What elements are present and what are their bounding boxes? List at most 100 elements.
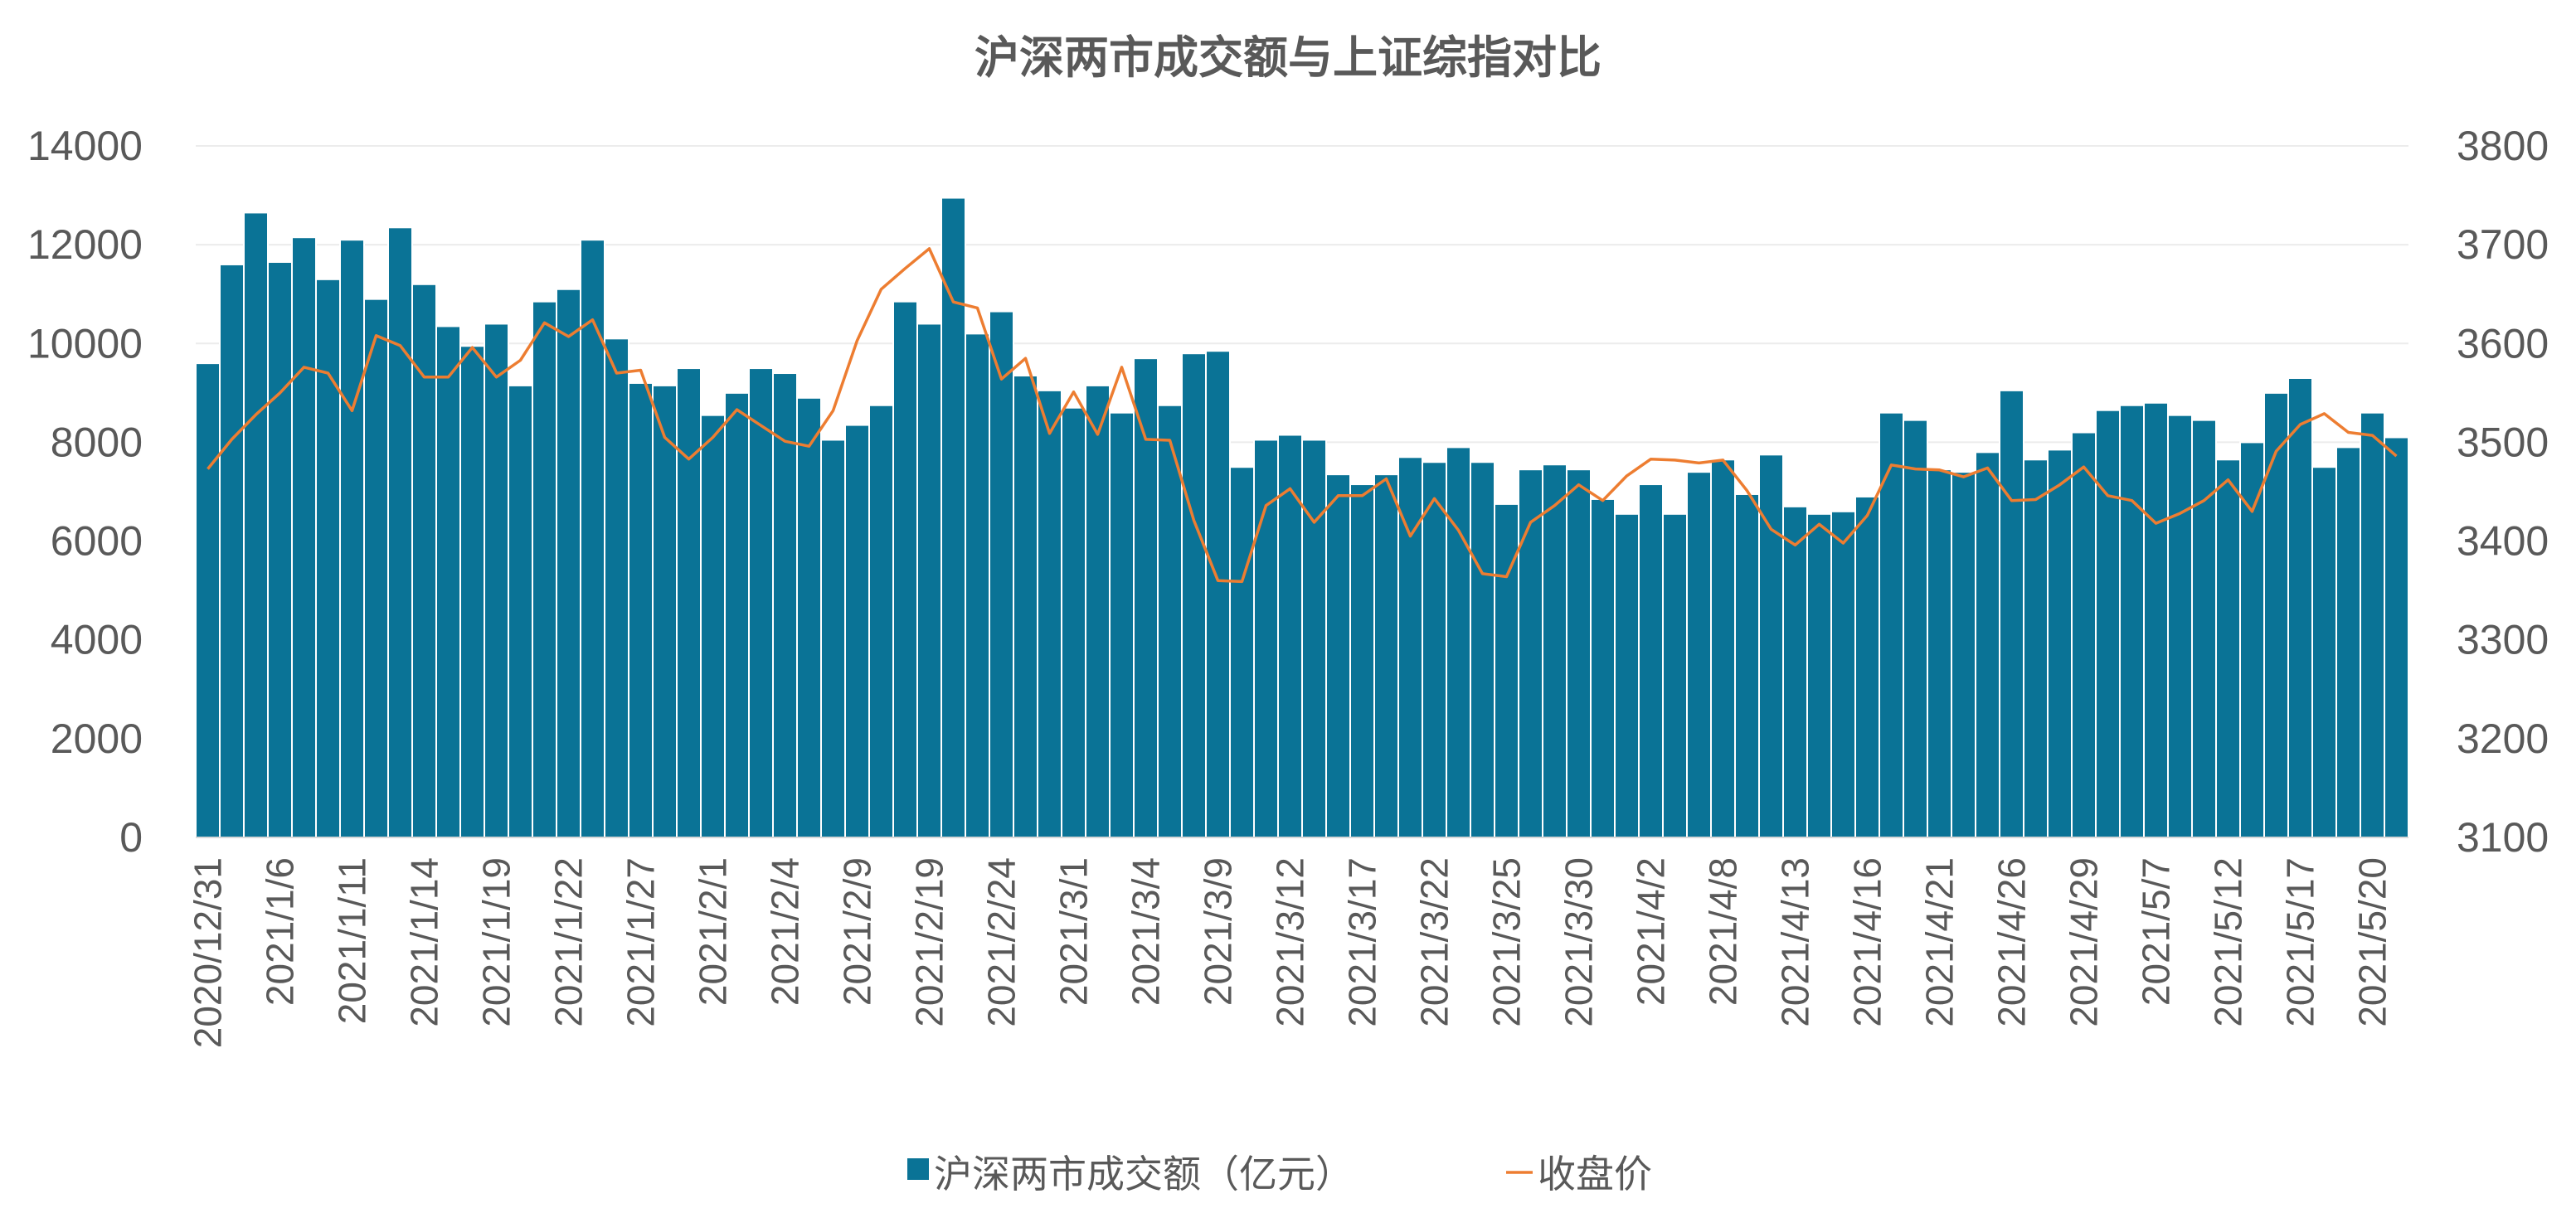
- bar: [2023, 459, 2049, 838]
- bar: [1349, 483, 1375, 838]
- bar: [195, 362, 221, 839]
- chart-title: 沪深两市成交额与上证综指对比: [975, 32, 1601, 84]
- bar: [2311, 466, 2337, 838]
- bar-series: [195, 197, 2409, 839]
- bar: [387, 226, 413, 838]
- right-y-tick-label: 3100: [2457, 814, 2549, 861]
- left-y-tick-label: 0: [119, 814, 143, 861]
- bar: [892, 300, 918, 838]
- x-tick-label: 2021/4/29: [2063, 857, 2106, 1027]
- bar: [1205, 350, 1231, 838]
- bar: [916, 323, 942, 838]
- bar: [1085, 384, 1111, 838]
- bar: [1782, 505, 1808, 838]
- bar: [2287, 376, 2313, 838]
- bar: [1301, 439, 1327, 838]
- bar: [748, 367, 774, 839]
- bar: [2215, 459, 2241, 838]
- bar: [1710, 459, 1736, 838]
- bar: [772, 372, 798, 838]
- x-tick-label: 2021/1/19: [475, 857, 518, 1027]
- close-price-line: [207, 247, 2398, 584]
- bar: [1830, 510, 1856, 838]
- x-tick-label: 2021/1/27: [620, 857, 663, 1027]
- bar: [1806, 512, 1832, 838]
- x-tick-label: 2021/3/1: [1052, 857, 1096, 1006]
- left-y-axis: 0 2000 4000 6000 8000 10000 12000 14000: [27, 123, 143, 861]
- bar: [435, 325, 461, 838]
- left-y-tick-label: 14000: [27, 123, 143, 169]
- bar: [2191, 419, 2217, 838]
- bar: [1927, 468, 1952, 838]
- bar: [820, 439, 846, 838]
- bar: [267, 260, 293, 838]
- x-tick-label: 2021/5/17: [2279, 857, 2322, 1027]
- x-tick-label: 2021/1/22: [547, 857, 591, 1027]
- bar: [2095, 409, 2121, 838]
- right-y-tick-label: 3700: [2457, 221, 2549, 268]
- bar: [580, 239, 605, 838]
- x-tick-label: 2021/5/7: [2135, 857, 2178, 1006]
- x-tick-label: 2021/5/12: [2207, 857, 2250, 1027]
- bar: [1013, 375, 1038, 838]
- x-tick-label: 2021/1/11: [331, 857, 374, 1024]
- bar: [1109, 411, 1135, 838]
- right-y-tick-label: 3600: [2457, 320, 2549, 366]
- bar: [2384, 436, 2409, 838]
- bar: [1854, 495, 1880, 838]
- bar: [556, 288, 581, 838]
- x-tick-label: 2021/4/26: [1990, 857, 2034, 1027]
- bar: [2263, 391, 2289, 839]
- bar: [940, 197, 966, 839]
- bar: [2071, 431, 2097, 838]
- bar: [1542, 463, 1567, 838]
- bar: [508, 384, 533, 838]
- bar: [484, 323, 509, 838]
- bar: [315, 278, 341, 839]
- bar: [700, 414, 726, 838]
- x-tick-label: 2021/4/16: [1846, 857, 1889, 1027]
- bar: [1614, 512, 1640, 838]
- bar: [291, 236, 317, 838]
- x-tick-label: 2021/4/13: [1774, 857, 1817, 1027]
- bar: [339, 239, 365, 838]
- x-tick-label: 2021/3/30: [1558, 857, 1601, 1027]
- bar: [2360, 411, 2385, 838]
- bar: [243, 211, 269, 838]
- bar: [1758, 454, 1784, 838]
- bar: [1903, 419, 1928, 838]
- bar: [1446, 446, 1471, 839]
- bar: [1494, 502, 1519, 839]
- right-y-tick-label: 3200: [2457, 716, 2549, 762]
- bar: [459, 345, 485, 838]
- bar: [1879, 411, 1904, 838]
- bar: [2119, 404, 2145, 838]
- right-y-axis: 3100 3200 3300 3400 3500 3600 3700 3800: [2457, 123, 2549, 861]
- x-axis: 2020/12/31 2021/1/6 2021/1/11 2021/1/14 2021…: [187, 837, 2408, 1048]
- bar: [2143, 401, 2169, 838]
- legend-bar-label: 沪深两市成交额（亿元）: [934, 1152, 1354, 1196]
- x-tick-label: 2021/3/9: [1197, 857, 1240, 1006]
- bar: [604, 337, 629, 839]
- x-tick-label: 2021/2/24: [980, 857, 1023, 1027]
- bar: [1999, 389, 2024, 838]
- left-y-tick-label: 6000: [51, 518, 143, 565]
- x-tick-label: 2021/3/17: [1341, 857, 1384, 1027]
- bar: [1638, 483, 1664, 838]
- bar: [796, 396, 822, 839]
- bar: [1037, 389, 1062, 838]
- bar: [628, 381, 654, 838]
- x-tick-label: 2021/5/20: [2351, 857, 2394, 1027]
- bar: [676, 367, 702, 839]
- bar: [1951, 471, 1976, 839]
- bar: [532, 300, 557, 838]
- bar: [844, 424, 870, 838]
- bar: [1566, 468, 1592, 838]
- bar: [652, 384, 678, 838]
- x-tick-label: 2021/2/19: [908, 857, 951, 1027]
- bar: [1181, 352, 1207, 838]
- x-tick-label: 2021/1/14: [403, 857, 446, 1027]
- legend: 沪深两市成交额（亿元） 收盘价: [907, 1152, 1652, 1196]
- bar: [1157, 404, 1183, 838]
